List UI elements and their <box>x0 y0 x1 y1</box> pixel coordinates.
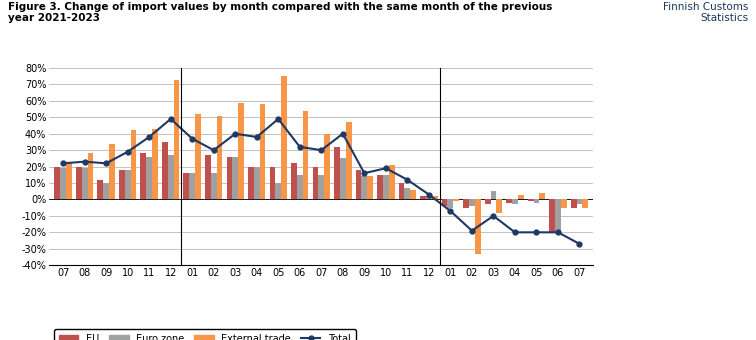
Bar <box>281 76 287 200</box>
Bar <box>162 142 168 200</box>
Bar <box>248 167 254 200</box>
Bar <box>291 163 297 200</box>
Bar <box>76 167 82 200</box>
Bar <box>512 200 518 204</box>
Bar <box>297 175 302 200</box>
Bar <box>232 157 238 200</box>
Bar <box>302 111 308 200</box>
Bar <box>195 114 201 200</box>
Bar <box>141 153 146 200</box>
Bar <box>82 168 88 200</box>
Bar <box>184 173 189 200</box>
Text: Figure 3. Change of import values by month compared with the same month of the p: Figure 3. Change of import values by mon… <box>8 2 552 23</box>
Bar <box>211 173 217 200</box>
Bar <box>259 104 265 200</box>
Bar <box>205 155 211 200</box>
Bar <box>377 175 383 200</box>
Bar <box>518 194 524 200</box>
Bar <box>507 200 512 203</box>
Bar <box>334 147 340 200</box>
Bar <box>367 176 373 200</box>
Bar <box>88 153 93 200</box>
Bar <box>345 122 352 200</box>
Bar <box>420 196 426 200</box>
Bar <box>189 173 195 200</box>
Bar <box>469 200 475 206</box>
Bar <box>98 180 104 200</box>
Bar <box>217 116 222 200</box>
Bar <box>131 131 136 200</box>
Bar <box>485 200 491 204</box>
Bar <box>550 200 555 232</box>
Bar <box>168 155 174 200</box>
Bar <box>238 103 244 200</box>
Bar <box>152 129 158 200</box>
Bar <box>389 165 395 200</box>
Bar <box>577 200 582 204</box>
Bar <box>539 193 545 200</box>
Bar <box>355 170 361 200</box>
Bar <box>411 190 416 200</box>
Bar <box>582 200 588 208</box>
Bar <box>125 170 131 200</box>
Legend: EU, Euro zone, External trade, Total: EU, Euro zone, External trade, Total <box>54 329 356 340</box>
Bar <box>571 200 577 208</box>
Bar <box>174 80 179 200</box>
Bar <box>383 175 389 200</box>
Bar <box>528 200 534 201</box>
Bar <box>555 200 561 232</box>
Bar <box>324 134 330 200</box>
Bar <box>432 196 438 200</box>
Bar <box>54 167 60 200</box>
Bar <box>146 157 152 200</box>
Bar <box>318 175 324 200</box>
Bar <box>398 183 404 200</box>
Bar <box>104 183 109 200</box>
Bar <box>463 200 469 208</box>
Bar <box>270 167 275 200</box>
Bar <box>561 200 567 208</box>
Bar <box>442 200 448 206</box>
Bar <box>361 176 367 200</box>
Bar <box>534 200 539 203</box>
Bar <box>404 188 411 200</box>
Text: Finnish Customs
Statistics: Finnish Customs Statistics <box>663 2 748 23</box>
Bar <box>475 200 481 254</box>
Bar <box>497 200 502 212</box>
Bar <box>66 163 72 200</box>
Bar <box>275 183 281 200</box>
Bar <box>60 168 66 200</box>
Bar <box>109 143 115 200</box>
Bar <box>227 157 232 200</box>
Bar <box>254 167 259 200</box>
Bar <box>119 170 125 200</box>
Bar <box>454 200 459 201</box>
Bar <box>312 167 318 200</box>
Bar <box>448 200 454 208</box>
Bar <box>340 158 345 200</box>
Bar <box>426 196 432 200</box>
Bar <box>491 191 497 200</box>
